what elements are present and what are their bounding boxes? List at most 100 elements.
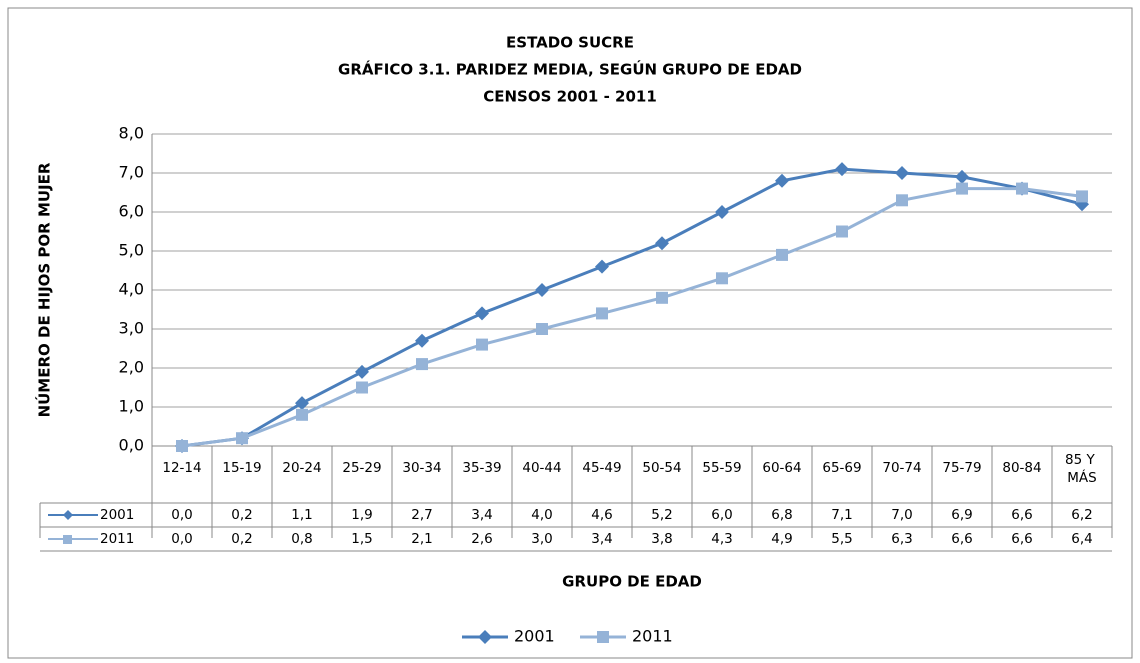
y-tick-label: 7,0: [119, 163, 144, 182]
chart-title: CENSOS 2001 - 2011: [483, 88, 657, 106]
y-tick-label: 0,0: [119, 436, 144, 455]
legend-label: 2011: [100, 531, 134, 547]
point: [295, 396, 309, 411]
table-value: 0,0: [171, 507, 192, 523]
x-tick-label: 25-29: [342, 460, 381, 476]
point: [656, 291, 668, 304]
point: [1076, 190, 1088, 203]
point: [716, 272, 728, 285]
point: [835, 162, 849, 177]
table-value: 4,9: [771, 531, 792, 547]
table-value: 3,8: [651, 531, 672, 547]
table-value: 7,1: [831, 507, 852, 523]
x-tick-label: 55-59: [702, 460, 741, 476]
table-value: 0,2: [231, 507, 252, 523]
y-tick-label: 8,0: [119, 124, 144, 143]
table-value: 5,2: [651, 507, 672, 523]
point: [1016, 182, 1028, 195]
point: [715, 205, 729, 219]
point: [596, 307, 608, 320]
legend-key: [478, 630, 492, 644]
x-tick-label: 12-14: [162, 460, 201, 476]
table-value: 1,9: [351, 507, 372, 523]
point: [355, 364, 369, 379]
legend-label: 2001: [514, 627, 555, 646]
point: [836, 225, 848, 238]
y-tick-label: 3,0: [119, 319, 144, 338]
table-value: 6,8: [771, 507, 792, 523]
x-tick-label: 85 Y MÁS: [1065, 452, 1099, 486]
legend-label: 2001: [100, 507, 134, 523]
table-value: 3,4: [591, 531, 612, 547]
table-value: 0,2: [231, 531, 252, 547]
y-tick-label: 1,0: [119, 397, 144, 416]
table-value: 2,6: [471, 531, 492, 547]
x-tick-label: 30-34: [402, 460, 441, 476]
chart-title: ESTADO SUCRE: [506, 34, 634, 52]
x-tick-label: 70-74: [882, 460, 921, 476]
x-tick-label: 20-24: [282, 460, 321, 476]
table-value: 7,0: [891, 507, 912, 523]
x-axis-label: GRUPO DE EDAD: [562, 573, 702, 591]
series-line: [181, 167, 1083, 448]
table-value: 3,0: [531, 531, 552, 547]
table-value: 4,6: [591, 507, 612, 523]
point: [776, 248, 788, 261]
table-value: 4,0: [531, 507, 552, 523]
point: [595, 259, 609, 274]
x-tick-label: 50-54: [642, 460, 681, 476]
point: [176, 440, 188, 452]
table-value: 6,9: [951, 507, 972, 523]
table-value: 6,6: [951, 531, 972, 547]
table-value: 0,8: [291, 531, 312, 547]
table-value: 4,3: [711, 531, 732, 547]
x-tick-label: 60-64: [762, 460, 801, 476]
point: [236, 432, 248, 445]
y-tick-label: 6,0: [119, 202, 144, 221]
chart-border: [7, 7, 1133, 659]
point: [356, 381, 368, 394]
x-tick-label: 65-69: [822, 460, 861, 476]
legend-key: [63, 510, 73, 520]
table-value: 2,7: [411, 507, 432, 523]
x-tick-label: 75-79: [942, 460, 981, 476]
table-value: 2,1: [411, 531, 432, 547]
legend-key: [63, 535, 72, 544]
point: [775, 173, 789, 188]
point: [476, 338, 488, 351]
table-value: 6,4: [1071, 531, 1092, 547]
point: [536, 323, 548, 335]
legend-label: 2011: [632, 627, 673, 646]
chart-title: GRÁFICO 3.1. PARIDEZ MEDIA, SEGÚN GRUPO …: [338, 60, 802, 79]
table-value: 0,0: [171, 531, 192, 547]
point: [416, 358, 428, 371]
x-tick-label: 35-39: [462, 460, 501, 476]
point: [955, 169, 969, 184]
table-value: 5,5: [831, 531, 852, 547]
table-value: 6,0: [711, 507, 732, 523]
y-tick-label: 5,0: [119, 241, 144, 260]
table-value: 3,4: [471, 507, 492, 523]
table-value: 6,6: [1011, 531, 1032, 547]
point: [296, 408, 308, 421]
y-tick-label: 4,0: [119, 280, 144, 299]
point: [415, 333, 429, 348]
x-tick-label: 15-19: [222, 460, 261, 476]
y-tick-label: 2,0: [119, 358, 144, 377]
point: [475, 306, 489, 321]
legend-key: [597, 631, 609, 643]
series-line: [181, 187, 1083, 448]
table-value: 6,2: [1071, 507, 1092, 523]
table-value: 6,6: [1011, 507, 1032, 523]
table-value: 6,3: [891, 531, 912, 547]
point: [896, 194, 908, 207]
x-tick-label: 80-84: [1002, 460, 1041, 476]
point: [655, 236, 669, 251]
table-value: 1,1: [291, 507, 312, 523]
table-value: 1,5: [351, 531, 372, 547]
y-axis-label: NÚMERO DE HIJOS POR MUJER: [35, 162, 54, 417]
x-tick-label: 45-49: [582, 460, 621, 476]
point: [895, 166, 909, 180]
x-tick-label: 40-44: [522, 460, 561, 476]
